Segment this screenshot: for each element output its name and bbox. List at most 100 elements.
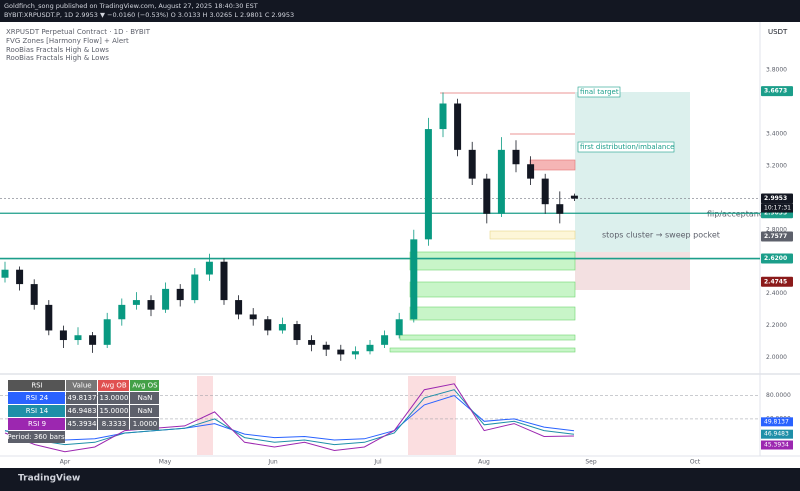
table-cell <box>98 405 129 417</box>
table-cell <box>130 392 159 404</box>
table-header-cell <box>130 380 159 391</box>
candle-body <box>308 340 316 345</box>
sweep-box <box>489 230 576 240</box>
table-text: 8.3333 <box>102 420 127 428</box>
header-line1: Goldfinch_song published on TradingView.… <box>4 2 258 10</box>
table-header-cell <box>8 380 65 391</box>
candle-body <box>249 314 257 320</box>
price-tick-label: 3.8000 <box>766 66 787 73</box>
fvg <box>389 347 576 353</box>
table-header: Avg OS <box>132 382 158 390</box>
table-text: 49.8137 <box>68 394 97 402</box>
annotation: first distribution/imbalance <box>580 143 674 151</box>
table-cell <box>66 405 97 417</box>
countdown: 10:17:31 <box>764 205 791 212</box>
footer-bar <box>0 468 800 487</box>
candle-body <box>337 349 345 355</box>
candle-body <box>118 304 126 320</box>
price-badge-label: 2.9953 <box>764 195 787 202</box>
price-tick-label: 2.8000 <box>766 226 787 233</box>
candle-body <box>89 335 97 345</box>
month-label: Oct <box>690 459 701 466</box>
candle-body <box>424 129 432 240</box>
candle-body <box>278 324 286 331</box>
month-label: Sep <box>585 459 597 466</box>
table-header-cell <box>66 380 97 391</box>
imbalance-box <box>529 159 576 171</box>
candle-body <box>162 288 170 310</box>
price-tick-label: 2.4000 <box>766 290 787 297</box>
candle-body <box>351 351 359 355</box>
fvg-zones <box>389 251 576 353</box>
table-text: RSI 24 <box>26 394 49 402</box>
price-badge <box>761 253 793 264</box>
rsi-tick-label: 80.0000 <box>766 392 791 399</box>
rsi-badge <box>761 429 793 439</box>
rsi-line <box>4 383 575 453</box>
rsi-badge-label: 46.9483 <box>764 431 789 438</box>
candle-body <box>395 319 403 336</box>
legend: RooBias Fractals High & Lows <box>6 54 109 62</box>
table-cell <box>130 405 159 417</box>
fvg <box>409 281 576 298</box>
annotation-box <box>577 86 621 98</box>
candle-body <box>191 274 199 301</box>
candle-body <box>1 269 9 278</box>
price-badge-label: 2.9035 <box>764 210 787 217</box>
candle-body <box>59 330 67 341</box>
table-text: NaN <box>138 394 153 402</box>
table-text: 15.0000 <box>100 407 129 415</box>
table-cell <box>8 392 65 404</box>
price-badge <box>761 86 793 97</box>
candle-body <box>497 149 505 214</box>
month-label: Jul <box>373 459 382 466</box>
legend: FVG Zones [Harmony Flow] + Alert <box>6 37 129 45</box>
price-badge <box>761 231 793 242</box>
candle-body <box>454 103 462 150</box>
target-zone <box>575 92 690 252</box>
candle-body <box>468 149 476 179</box>
annotation: flip/acceptance <box>707 210 768 219</box>
candle-body <box>205 261 213 275</box>
table-text: 13.0000 <box>100 394 129 402</box>
header-line2: BYBIT:XRPUSDT.P, 1D 2.9953 ▼ −0.0160 (−0… <box>4 11 294 19</box>
candle-body <box>16 269 24 285</box>
month-label: Jun <box>267 459 278 466</box>
table-text: 1.0000 <box>133 420 158 428</box>
candle-body <box>556 204 564 214</box>
rsi-highlight <box>408 376 456 455</box>
candle-body <box>132 300 140 305</box>
candle-body <box>512 149 520 165</box>
price-badge-label: 2.7577 <box>764 233 787 240</box>
table-header: Avg OB <box>101 382 127 390</box>
table-header: Value <box>72 382 91 390</box>
candle-body <box>366 344 374 352</box>
top-bar <box>0 0 800 22</box>
candle-body <box>45 304 53 331</box>
price-badge <box>761 276 793 287</box>
table-text: 46.9483 <box>68 407 97 415</box>
price-badge-label: 2.6200 <box>764 255 787 262</box>
fvg <box>409 306 576 321</box>
rsi-highlight <box>197 376 213 455</box>
candle-body <box>410 239 418 320</box>
table-header-cell <box>98 380 129 391</box>
table-cell <box>8 418 65 430</box>
candle-body <box>541 178 549 205</box>
annotation: final target <box>580 88 619 96</box>
annotation-box <box>577 141 675 153</box>
table-header: RSI <box>31 382 42 390</box>
candle-body <box>176 288 184 301</box>
rsi-line <box>4 389 575 446</box>
candle-body <box>570 195 578 199</box>
table-footer: Period: 360 bars <box>7 433 65 441</box>
price-tick-label: 2.2000 <box>766 322 787 329</box>
price-tick-label: 3.4000 <box>766 130 787 137</box>
price-tick-label: 2.0000 <box>766 354 787 361</box>
legend: XRPUSDT Perpetual Contract · 1D · BYBIT <box>6 28 151 36</box>
candle-body <box>30 284 38 305</box>
table-cell <box>66 418 97 430</box>
candle-body <box>322 344 330 350</box>
footer-logo: TradingView <box>18 474 80 484</box>
